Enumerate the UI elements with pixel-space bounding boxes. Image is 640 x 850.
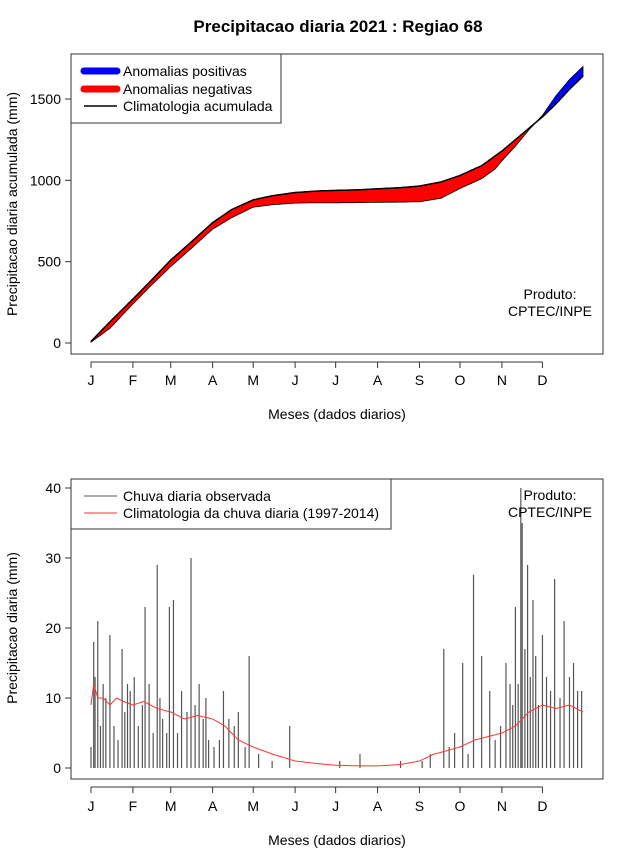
x-tick-label: F bbox=[129, 798, 138, 814]
legend-label-observed: Chuva diaria observada bbox=[123, 488, 271, 504]
x-tick-label: D bbox=[537, 798, 547, 814]
positive-anomaly-area bbox=[535, 65, 584, 123]
y-tick-label: 0 bbox=[53, 760, 61, 776]
legend-label-negative: Anomalias negativas bbox=[123, 81, 252, 97]
legend-label-climatology-daily: Climatologia da chuva diaria (1997-2014) bbox=[123, 505, 379, 521]
x-tick-label: M bbox=[165, 798, 177, 814]
y-axis-daily: 0 10 20 30 40 bbox=[45, 480, 72, 776]
x-tick-label: S bbox=[415, 372, 424, 388]
x-tick-label: M bbox=[247, 798, 259, 814]
x-tick-label: J bbox=[332, 798, 339, 814]
x-tick-label: M bbox=[247, 372, 259, 388]
y-axis-cumulative: 0 500 1000 1500 bbox=[30, 91, 72, 351]
y-axis-label-daily: Precipitacao diaria (mm) bbox=[4, 552, 20, 704]
x-tick-label: O bbox=[455, 798, 466, 814]
x-tick-label: N bbox=[497, 798, 507, 814]
credit-org-bottom: CPTEC/INPE bbox=[508, 504, 592, 520]
x-tick-label: F bbox=[129, 372, 138, 388]
credit-org-top: CPTEC/INPE bbox=[508, 303, 592, 319]
x-tick-label: J bbox=[88, 372, 95, 388]
x-tick-label: J bbox=[88, 798, 95, 814]
x-tick-label: O bbox=[455, 372, 466, 388]
panel-daily: 0 10 20 30 40 J F M A M J J A S O N D Meses (dados diar… bbox=[4, 478, 604, 848]
x-tick-label: D bbox=[537, 372, 547, 388]
x-axis-label-daily: Meses (dados diarios) bbox=[268, 832, 406, 848]
y-axis-label-cumulative: Precipitacao diaria acumulada (mm) bbox=[4, 92, 20, 316]
x-axis-label-cumulative: Meses (dados diarios) bbox=[268, 406, 406, 422]
x-tick-label: J bbox=[292, 372, 299, 388]
climatology-daily-line bbox=[90, 683, 584, 767]
x-tick-label: A bbox=[373, 798, 383, 814]
x-tick-label: A bbox=[208, 798, 218, 814]
x-tick-label: N bbox=[497, 372, 507, 388]
x-tick-label: J bbox=[292, 798, 299, 814]
credit-label-bottom: Produto: bbox=[524, 487, 577, 503]
y-tick-label: 40 bbox=[45, 480, 61, 496]
legend-label-positive: Anomalias positivas bbox=[123, 63, 247, 79]
x-tick-label: J bbox=[332, 372, 339, 388]
y-tick-label: 1500 bbox=[30, 91, 61, 107]
y-tick-label: 10 bbox=[45, 690, 61, 706]
legend-cumulative: Anomalias positivas Anomalias negativas … bbox=[70, 53, 282, 124]
x-tick-label: A bbox=[208, 372, 218, 388]
negative-anomaly-area bbox=[90, 122, 536, 343]
x-tick-label: A bbox=[373, 372, 383, 388]
legend-box bbox=[70, 478, 392, 530]
legend-daily: Chuva diaria observada Climatologia da c… bbox=[70, 478, 392, 530]
legend-label-climatology: Climatologia acumulada bbox=[123, 98, 273, 114]
chart-title: Precipitacao diaria 2021 : Regiao 68 bbox=[193, 17, 482, 36]
credit-label-top: Produto: bbox=[524, 286, 577, 302]
y-tick-label: 1000 bbox=[30, 172, 61, 188]
climatology-cumulative-line bbox=[90, 75, 584, 342]
y-tick-label: 20 bbox=[45, 620, 61, 636]
y-tick-label: 500 bbox=[38, 254, 62, 270]
panel-cumulative: 0 500 1000 1500 J F M A M J J A S O N D Meses (dados d… bbox=[4, 53, 604, 422]
x-tick-label: S bbox=[415, 798, 424, 814]
x-tick-label: M bbox=[165, 372, 177, 388]
y-tick-label: 0 bbox=[53, 335, 61, 351]
observed-bars-group bbox=[90, 488, 583, 768]
y-tick-label: 30 bbox=[45, 550, 61, 566]
